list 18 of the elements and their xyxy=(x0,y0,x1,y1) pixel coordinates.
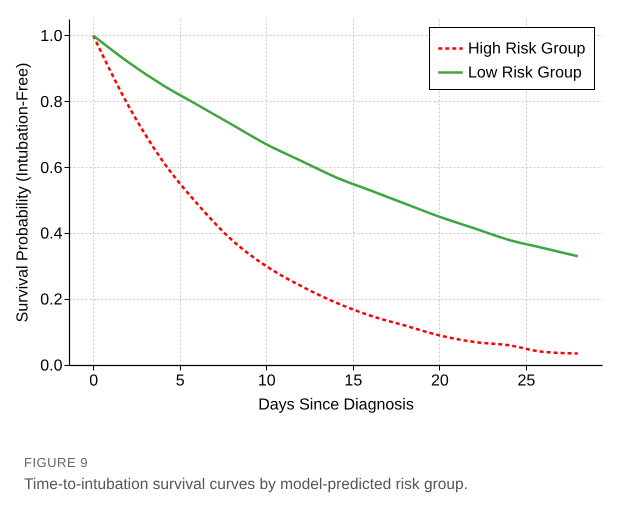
text: Time-to-intubation survival curves by model-predicted risk group. xyxy=(24,476,469,494)
x-tick-label: 25 xyxy=(517,372,536,390)
legend-label: Low Risk Group xyxy=(468,64,582,82)
x-tick-label: 10 xyxy=(258,372,276,390)
y-tick-label: 0.0 xyxy=(40,358,63,374)
x-tick-label: 15 xyxy=(344,372,362,390)
y-tick-label: 1.0 xyxy=(40,28,63,45)
y-tick-label: 0.2 xyxy=(40,292,63,309)
y-axis-title: Survival Probability (Intubation-Free) xyxy=(14,62,32,322)
y-tick-label: 0.4 xyxy=(40,226,63,243)
y-tick-label: 0.6 xyxy=(40,160,63,177)
x-tick-label: 0 xyxy=(89,372,98,390)
y-tick-label: 0.8 xyxy=(40,94,63,111)
x-tick-label: 20 xyxy=(430,372,449,390)
caption: FIGURE 9 xyxy=(24,455,89,470)
legend-label: High Risk Group xyxy=(468,40,586,58)
x-tick-label: 5 xyxy=(176,372,185,390)
x-axis-title: Days Since Diagnosis xyxy=(258,396,414,414)
